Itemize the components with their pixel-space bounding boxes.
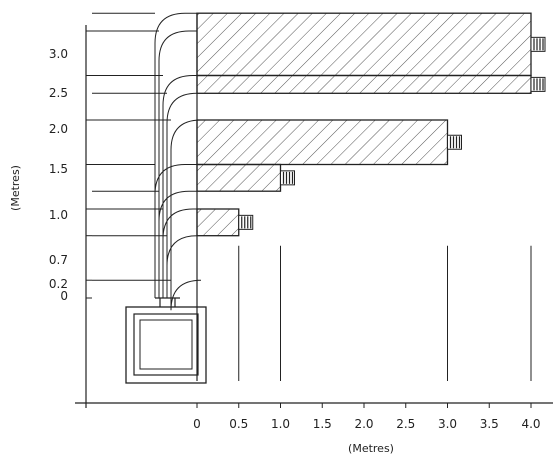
x-tick-label: 1.0: [271, 417, 290, 431]
leader-line: [154, 12, 197, 298]
hand-icon: [280, 170, 295, 186]
x-tick-label: 2.0: [354, 417, 373, 431]
reach-band: [196, 12, 546, 77]
reach-bands: [196, 12, 546, 237]
x-tick-label: 3.0: [438, 417, 457, 431]
leader-lines: [92, 12, 202, 311]
y-tick-label: 2.5: [49, 86, 68, 100]
leader-line: [154, 164, 197, 298]
leader-line: [158, 30, 197, 298]
x-tick-label: 1.5: [313, 417, 332, 431]
hand-icon: [447, 134, 462, 150]
y-axis-title: (Metres): [9, 165, 22, 211]
x-axis-title: (Metres): [348, 442, 394, 455]
y-tick-label: 1.5: [49, 162, 68, 176]
reach-band: [196, 119, 462, 166]
x-tick-label: 0: [193, 417, 201, 431]
y-tick-label: 0.7: [49, 253, 68, 267]
leader-line: [166, 235, 198, 298]
y-tick-label: 2.0: [49, 122, 68, 136]
y-tick-label: 0: [60, 289, 68, 303]
leader-line: [162, 75, 197, 298]
leader-line: [170, 279, 202, 311]
drop-lines: [196, 13, 532, 381]
hand-icon: [238, 214, 254, 230]
x-tick-label: 2.5: [396, 417, 415, 431]
x-tick-label: 0.5: [229, 417, 248, 431]
x-ticks: 0 0.5 1.0 1.5 2.0 2.5 3.0 3.5 4.0: [193, 403, 541, 431]
hand-icon: [530, 36, 546, 52]
y-tick-label: 0.2: [49, 277, 68, 291]
leader-line: [162, 208, 197, 298]
reach-band: [196, 208, 254, 237]
x-tick-label: 3.5: [480, 417, 499, 431]
y-tick-label: 1.0: [49, 208, 68, 222]
hand-icon: [530, 76, 546, 92]
leader-line: [166, 92, 198, 298]
x-tick-label: 4.0: [521, 417, 540, 431]
reach-band: [196, 163, 295, 192]
reach-band: [196, 74, 546, 94]
leader-line: [158, 190, 197, 298]
y-tick-label: 3.0: [49, 47, 68, 61]
person-box-icon: [125, 297, 207, 384]
y-ticks: 3.0 2.5 2.0 1.5 1.0 0.7 0.20: [49, 30, 92, 303]
leader-line: [170, 119, 202, 298]
